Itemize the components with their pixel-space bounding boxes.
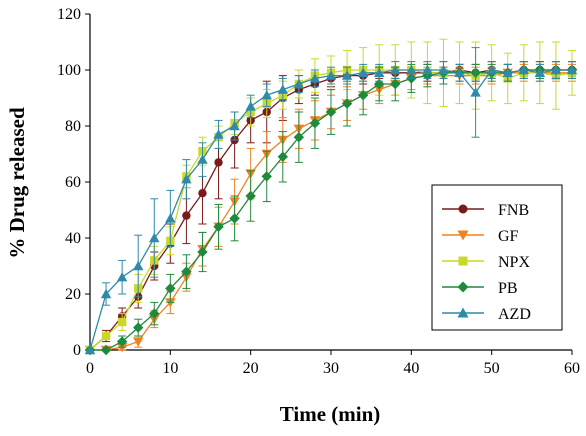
data-point-pb [133,322,144,333]
legend: FNB GF NPX PB AZD [431,184,563,331]
legend-marker-fnb [458,204,468,214]
data-point-azd [374,67,385,77]
legend-label-azd: AZD [498,306,531,323]
x-axis-ticks: 0 10 20 30 40 50 60 [86,350,580,377]
data-point-fnb [198,189,207,198]
data-point-azd [277,84,288,94]
x-tick-label: 50 [484,360,500,377]
data-point-azd [165,213,176,223]
data-point-azd [149,232,160,243]
legend-label-npx: NPX [498,254,530,271]
data-point-azd [261,90,272,100]
y-tick-label: 120 [57,6,81,23]
data-point-azd [422,64,433,75]
data-point-azd [181,174,192,184]
data-point-azd [518,64,529,75]
data-point-azd [341,70,353,80]
y-tick-label: 40 [65,230,81,247]
data-point-azd [406,64,417,75]
data-point-gf [133,337,144,347]
data-point-azd [309,73,321,83]
legend-box [431,184,563,331]
data-point-azd [100,288,112,299]
data-point-azd [325,70,337,80]
data-point-pb [277,151,288,162]
data-point-npx [117,317,127,327]
data-point-azd [470,87,481,97]
data-point-pb [100,344,112,356]
data-point-pb [181,266,192,277]
data-point-azd [133,260,144,271]
data-point-pb [261,171,272,182]
y-tick-label: 0 [73,342,81,359]
y-axis-title: % Drug released [5,107,29,259]
data-point-azd [116,272,128,282]
data-point-pb [116,336,128,347]
legend-label-fnb: FNB [498,202,529,219]
x-tick-label: 60 [564,360,580,377]
legend-marker-gf [457,230,469,241]
data-point-azd [293,78,305,89]
series-azd [84,47,578,355]
y-tick-label: 20 [65,286,81,303]
data-point-pb [165,283,176,294]
legend-label-gf: GF [498,228,519,245]
legend-marker-azd [457,307,469,318]
legend-label-pb: PB [498,280,518,297]
data-point-pb [325,106,337,118]
legend-marker-pb [457,281,469,293]
y-tick-label: 60 [65,174,81,191]
data-point-azd [229,120,240,131]
y-axis-ticks: 0 20 40 60 80 100 120 [57,6,90,359]
data-point-pb [357,90,369,101]
data-point-npx [101,331,111,341]
legend-marker-npx [458,256,468,266]
data-point-pb [229,213,240,224]
data-point-pb [293,132,305,143]
data-point-azd [390,64,401,75]
x-tick-label: 0 [86,360,94,377]
data-point-azd [454,67,465,77]
data-point-azd [197,154,208,164]
data-point-fnb [182,211,191,220]
data-point-gf [165,298,176,308]
y-tick-label: 80 [65,118,81,135]
data-point-pb [213,221,224,232]
x-tick-label: 40 [403,360,419,377]
data-point-azd [438,64,449,75]
data-point-fnb [214,158,223,167]
data-point-pb [197,246,208,258]
data-point-azd [534,67,546,77]
series-layer [84,38,578,356]
data-point-pb [390,78,401,90]
data-point-azd [357,67,369,77]
data-point-azd [84,344,96,355]
x-tick-label: 10 [162,360,178,377]
x-tick-label: 30 [323,360,339,377]
x-tick-label: 20 [243,360,259,377]
data-point-azd [245,101,256,111]
y-tick-label: 100 [57,62,81,79]
data-point-azd [566,64,578,75]
data-point-azd [550,64,562,75]
data-point-pb [149,308,160,319]
x-axis-title: Time (min) [280,402,381,426]
data-point-azd [502,67,513,77]
data-point-pb [341,98,353,109]
data-point-pb [309,118,321,129]
data-point-azd [486,64,497,75]
data-point-azd [213,129,224,139]
data-point-pb [245,190,256,202]
